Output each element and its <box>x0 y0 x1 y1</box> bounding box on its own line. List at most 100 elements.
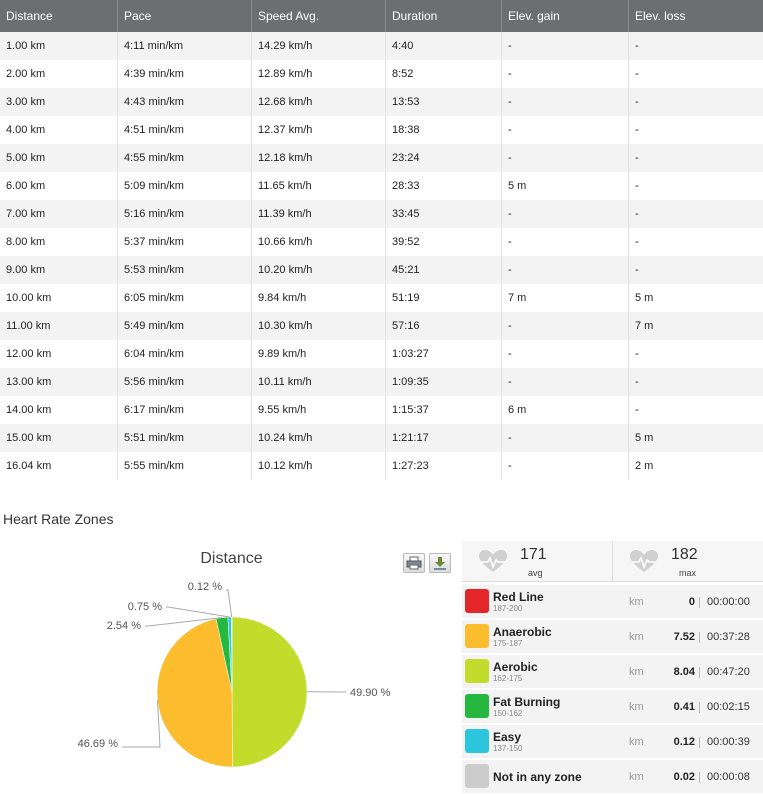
cell-distance: 12.00 km <box>0 340 118 368</box>
cell-speed-avg: 12.37 km/h <box>252 116 386 144</box>
column-header-elev-loss[interactable]: Elev. loss <box>629 0 763 32</box>
cell-duration: 45:21 <box>386 256 502 284</box>
zone-color-swatch <box>465 729 489 753</box>
zone-separator <box>699 772 700 783</box>
cell-elev-loss: - <box>629 144 763 172</box>
zone-color-swatch <box>465 764 489 788</box>
pie-label: 0.12 % <box>188 581 222 593</box>
zone-time: 00:00:08 <box>707 771 750 783</box>
pie-label: 2.54 % <box>107 620 141 632</box>
pie-slice[interactable] <box>232 617 307 767</box>
cell-speed-avg: 10.24 km/h <box>252 424 386 452</box>
cell-elev-loss: - <box>629 396 763 424</box>
cell-duration: 1:03:27 <box>386 340 502 368</box>
cell-pace: 6:04 min/km <box>118 340 252 368</box>
column-header-elev-gain[interactable]: Elev. gain <box>502 0 629 32</box>
cell-speed-avg: 10.20 km/h <box>252 256 386 284</box>
cell-elev-gain: 5 m <box>502 172 629 200</box>
cell-distance: 7.00 km <box>0 200 118 228</box>
cell-elev-loss: - <box>629 172 763 200</box>
zone-color-swatch <box>465 589 489 613</box>
zone-name: Red Line <box>493 590 544 604</box>
cell-elev-loss: - <box>629 368 763 396</box>
cell-pace: 4:51 min/km <box>118 116 252 144</box>
cell-distance: 15.00 km <box>0 424 118 452</box>
cell-speed-avg: 11.65 km/h <box>252 172 386 200</box>
cell-duration: 51:19 <box>386 284 502 312</box>
column-header-duration[interactable]: Duration <box>386 0 502 32</box>
cell-speed-avg: 9.55 km/h <box>252 396 386 424</box>
pie-connector <box>122 700 160 747</box>
cell-duration: 1:21:17 <box>386 424 502 452</box>
cell-duration: 8:52 <box>386 60 502 88</box>
cell-speed-avg: 9.89 km/h <box>252 340 386 368</box>
cell-speed-avg: 9.84 km/h <box>252 284 386 312</box>
zone-unit: km <box>629 596 644 608</box>
zone-color-swatch <box>465 659 489 683</box>
cell-duration: 1:27:23 <box>386 452 502 480</box>
zone-distance: 0 <box>689 596 695 608</box>
heart-rate-max-icon <box>629 550 659 574</box>
cell-duration: 1:15:37 <box>386 396 502 424</box>
cell-elev-loss: - <box>629 88 763 116</box>
cell-elev-gain: - <box>502 60 629 88</box>
cell-elev-gain: - <box>502 452 629 480</box>
zone-separator <box>699 737 700 748</box>
zone-name: Fat Burning <box>493 695 560 709</box>
zone-name: Aerobic <box>493 660 538 674</box>
cell-pace: 4:43 min/km <box>118 88 252 116</box>
zone-unit: km <box>629 771 644 783</box>
cell-speed-avg: 10.11 km/h <box>252 368 386 396</box>
cell-elev-loss: - <box>629 200 763 228</box>
column-header-distance[interactable]: Distance <box>0 0 118 32</box>
cell-speed-avg: 10.12 km/h <box>252 452 386 480</box>
cell-pace: 6:05 min/km <box>118 284 252 312</box>
zone-unit: km <box>629 631 644 643</box>
cell-pace: 5:51 min/km <box>118 424 252 452</box>
cell-distance: 10.00 km <box>0 284 118 312</box>
cell-pace: 5:55 min/km <box>118 452 252 480</box>
splits-header-row: Distance Pace Speed Avg. Duration Elev. … <box>0 0 763 32</box>
pie-connector <box>226 590 232 617</box>
zone-name: Easy <box>493 730 521 744</box>
cell-duration: 4:40 <box>386 32 502 60</box>
hr-max-value: 182 <box>671 546 698 564</box>
cell-duration: 18:38 <box>386 116 502 144</box>
column-header-pace[interactable]: Pace <box>118 0 252 32</box>
zone-range: 137-150 <box>493 744 522 753</box>
cell-elev-gain: - <box>502 32 629 60</box>
cell-elev-gain: - <box>502 312 629 340</box>
cell-elev-loss: - <box>629 116 763 144</box>
cell-distance: 6.00 km <box>0 172 118 200</box>
cell-pace: 6:17 min/km <box>118 396 252 424</box>
cell-duration: 23:24 <box>386 144 502 172</box>
zone-distance: 7.52 <box>674 631 695 643</box>
hr-max-label: max <box>679 568 696 578</box>
cell-duration: 39:52 <box>386 228 502 256</box>
cell-elev-loss: - <box>629 256 763 284</box>
zone-distance: 8.04 <box>674 666 695 678</box>
zone-separator <box>699 632 700 643</box>
zone-unit: km <box>629 666 644 678</box>
column-header-speed-avg[interactable]: Speed Avg. <box>252 0 386 32</box>
heart-rate-zones-title: Heart Rate Zones <box>3 511 114 527</box>
zone-time: 00:37:28 <box>707 631 750 643</box>
hr-avg-label: avg <box>528 568 543 578</box>
zone-separator <box>699 667 700 678</box>
cell-elev-gain: - <box>502 200 629 228</box>
zone-time: 00:00:39 <box>707 736 750 748</box>
cell-duration: 1:09:35 <box>386 368 502 396</box>
cell-distance: 2.00 km <box>0 60 118 88</box>
cell-speed-avg: 12.18 km/h <box>252 144 386 172</box>
pie-connector <box>166 607 230 617</box>
zone-unit: km <box>629 701 644 713</box>
